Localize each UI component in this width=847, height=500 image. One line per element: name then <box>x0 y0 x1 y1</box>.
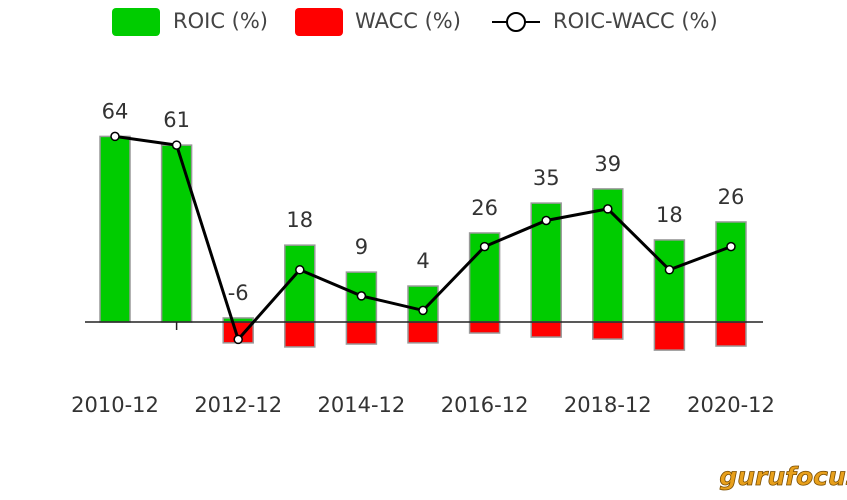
wacc-bar <box>468 321 501 334</box>
data-label: 9 <box>355 235 368 259</box>
roic-bar <box>160 144 193 323</box>
legend-label: WACC (%) <box>355 9 461 33</box>
roic-bar <box>715 221 747 323</box>
data-label: 18 <box>656 203 683 227</box>
wacc-bar <box>345 321 378 345</box>
roic-bar <box>407 285 439 323</box>
wacc-bar <box>592 321 624 340</box>
wacc-bar <box>715 321 747 347</box>
legend-label: ROIC-WACC (%) <box>553 9 718 33</box>
legend-swatch <box>112 8 160 36</box>
data-label: 4 <box>416 249 429 273</box>
roic-wacc-point <box>233 334 243 345</box>
x-tick-label: 2018-12 <box>564 393 652 417</box>
wacc-bar <box>284 321 316 348</box>
roic-wacc-point <box>295 265 305 275</box>
watermark: gurufocus <box>719 462 847 491</box>
data-label: -6 <box>228 281 249 305</box>
roic-wacc-point <box>726 241 736 252</box>
x-tick-label: 2010-12 <box>71 393 159 417</box>
legend-swatch <box>295 8 343 36</box>
roic-wacc-point <box>603 204 613 214</box>
x-tick-label: 2016-12 <box>441 393 529 417</box>
wacc-bar <box>530 321 562 338</box>
roic-wacc-point <box>356 291 367 301</box>
wacc-bar <box>653 321 686 351</box>
roic-bar <box>284 244 316 323</box>
data-label: 26 <box>471 196 498 220</box>
roic-wacc-point <box>479 241 490 252</box>
roic-bar <box>653 239 686 323</box>
x-tick-label: 2012-12 <box>194 393 282 417</box>
data-label: 18 <box>286 208 313 232</box>
data-label: 26 <box>718 185 745 209</box>
data-label: 39 <box>594 152 621 176</box>
roic-wacc-point <box>664 265 675 275</box>
data-label: 64 <box>102 99 129 123</box>
data-label: 61 <box>163 108 190 132</box>
legend-label: ROIC (%) <box>173 9 268 33</box>
x-tick-label: 2020-12 <box>687 393 775 417</box>
roic-wacc-point <box>418 305 428 316</box>
x-tick-label: 2014-12 <box>318 393 406 417</box>
legend-marker <box>506 12 526 32</box>
roic-wacc-point <box>541 215 551 226</box>
data-label: 35 <box>533 166 560 190</box>
roic-wacc-point <box>110 131 120 142</box>
roic-bar <box>99 135 131 323</box>
roic-wacc-point <box>171 140 182 150</box>
wacc-bar <box>407 321 439 344</box>
